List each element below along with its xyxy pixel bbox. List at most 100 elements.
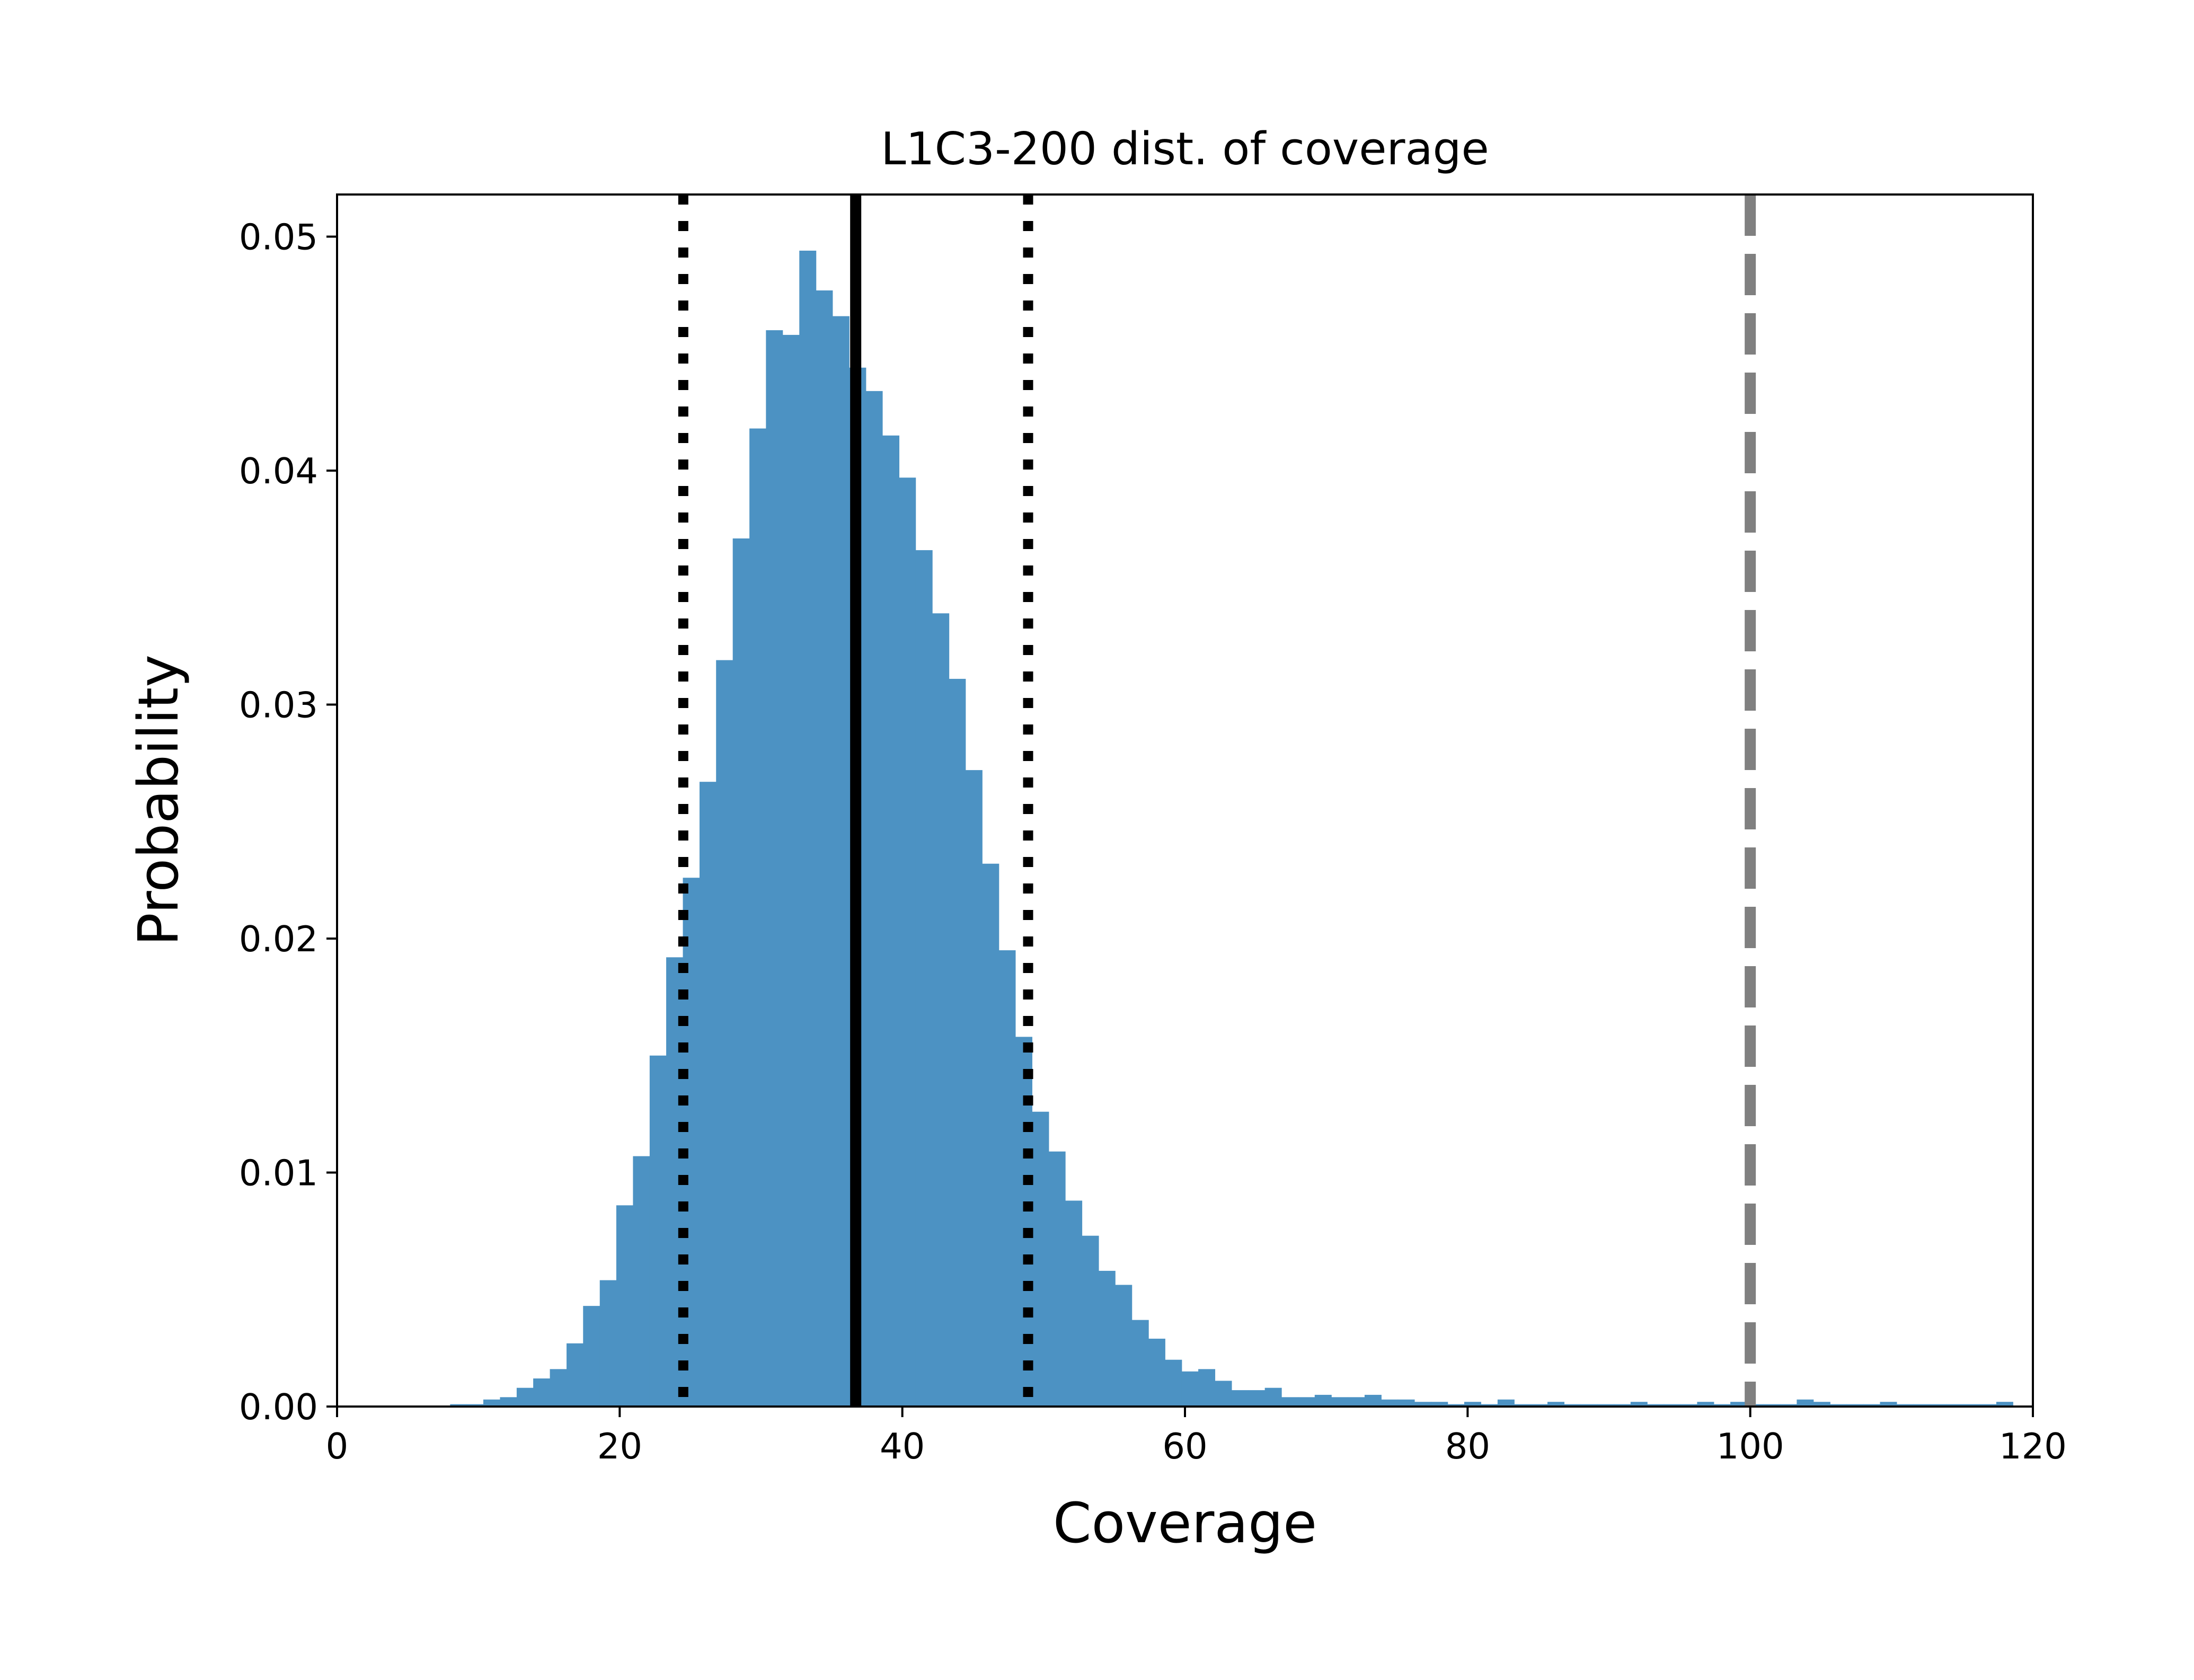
- histogram-bar: [567, 1343, 584, 1407]
- histogram-bar: [1198, 1369, 1216, 1407]
- x-tick-label: 0: [326, 1426, 349, 1467]
- histogram-bar: [799, 250, 817, 1407]
- histogram-bar: [466, 1404, 484, 1407]
- histogram-bar: [516, 1387, 534, 1407]
- histogram-bar: [1248, 1390, 1266, 1407]
- y-axis-ticks: 0.00 0.01 0.02 0.03 0.04 0.05: [239, 216, 337, 1428]
- histogram-bar: [1979, 1404, 1997, 1407]
- histogram-bar: [1647, 1404, 1665, 1407]
- histogram-bar: [1414, 1402, 1432, 1407]
- histogram-bar: [1813, 1402, 1830, 1407]
- histogram-bar: [1464, 1402, 1481, 1407]
- y-tick-label: 0.02: [239, 918, 318, 960]
- histogram-bar: [599, 1280, 617, 1407]
- y-tick-label: 0.00: [239, 1386, 318, 1428]
- histogram-bar: [683, 878, 700, 1407]
- histogram-bar: [882, 435, 900, 1407]
- histogram-bar: [1298, 1397, 1315, 1407]
- x-axis-ticks: 0 20 40 60 80 100 120: [326, 1407, 2067, 1467]
- histogram-bar: [899, 478, 916, 1407]
- histogram-bar: [1996, 1402, 2013, 1407]
- histogram-bar: [1015, 1037, 1032, 1407]
- histogram-bar: [649, 1055, 667, 1407]
- histogram-bar: [483, 1399, 500, 1407]
- histogram-bar: [1664, 1404, 1681, 1407]
- histogram-bar: [1314, 1394, 1332, 1407]
- histogram-bar: [1697, 1402, 1714, 1407]
- x-tick-label: 80: [1445, 1426, 1490, 1467]
- x-tick-label: 120: [1999, 1426, 2067, 1467]
- histogram-bar: [1930, 1404, 1947, 1407]
- histogram-bar: [1065, 1200, 1083, 1407]
- histogram-bar: [533, 1378, 551, 1407]
- x-tick-label: 20: [597, 1426, 642, 1467]
- histogram-bar: [915, 550, 933, 1407]
- histogram-bar: [1564, 1404, 1581, 1407]
- histogram-bar: [949, 678, 966, 1407]
- histogram-bar: [1614, 1404, 1631, 1407]
- histogram-bar: [732, 538, 750, 1407]
- histogram-bar: [1165, 1359, 1182, 1407]
- x-tick-label: 60: [1162, 1426, 1207, 1467]
- histogram-bar: [1364, 1394, 1382, 1407]
- histogram-bar: [1913, 1404, 1931, 1407]
- histogram-bar: [1531, 1404, 1548, 1407]
- histogram-bar: [1830, 1404, 1847, 1407]
- histogram-bar: [450, 1404, 467, 1407]
- histogram-bar: [1098, 1270, 1116, 1407]
- histogram-bar: [782, 334, 800, 1407]
- histogram-bar: [1115, 1285, 1133, 1407]
- histogram-bar: [500, 1397, 517, 1407]
- y-tick-label: 0.01: [239, 1152, 318, 1193]
- histogram-bar: [1082, 1235, 1099, 1407]
- histogram-bar: [1447, 1404, 1465, 1407]
- histogram-bar: [1032, 1111, 1049, 1407]
- histogram-bar: [700, 782, 716, 1407]
- histogram-bar: [832, 316, 850, 1407]
- reference-lines: [678, 194, 1756, 1407]
- histogram-bar: [1281, 1397, 1298, 1407]
- histogram-bar: [1730, 1402, 1748, 1407]
- histogram-bar: [550, 1369, 567, 1407]
- chart-title: L1C3-200 dist. of coverage: [881, 123, 1489, 175]
- x-axis-label: Coverage: [1053, 1491, 1317, 1555]
- histogram-bar: [1846, 1404, 1864, 1407]
- y-tick-label: 0.05: [239, 216, 318, 258]
- histogram-bar: [1231, 1390, 1249, 1407]
- histogram-bar: [1348, 1397, 1365, 1407]
- histogram-bar: [1331, 1397, 1348, 1407]
- x-tick-label: 40: [880, 1426, 925, 1467]
- histogram-bar: [633, 1156, 650, 1407]
- histogram-bar: [1680, 1404, 1697, 1407]
- histogram-bar: [1863, 1404, 1880, 1407]
- histogram-bar: [1797, 1399, 1814, 1407]
- histogram-bar: [1630, 1402, 1648, 1407]
- y-axis-label: Probability: [126, 655, 191, 946]
- histogram-bar: [1048, 1151, 1066, 1407]
- histogram-bar: [749, 428, 767, 1407]
- histogram-bar: [982, 863, 999, 1407]
- histogram-bar: [1547, 1402, 1564, 1407]
- histogram-bar: [1381, 1399, 1399, 1407]
- histogram-bar: [1215, 1381, 1232, 1407]
- histogram-bar: [1763, 1404, 1781, 1407]
- histogram-bar: [816, 290, 833, 1407]
- histogram-bar: [865, 391, 883, 1407]
- histogram-bar: [716, 660, 733, 1407]
- histogram-bar: [1397, 1399, 1415, 1407]
- histogram-bar: [1880, 1402, 1897, 1407]
- histogram-bar: [766, 330, 783, 1407]
- histogram-bar: [583, 1306, 600, 1407]
- histogram-bar: [1514, 1404, 1532, 1407]
- histogram-bar: [1963, 1404, 1980, 1407]
- histogram-bar: [1497, 1399, 1515, 1407]
- y-tick-label: 0.03: [239, 684, 318, 726]
- histogram-bar: [965, 770, 983, 1407]
- histogram-bar: [616, 1205, 633, 1407]
- histogram-bar: [1481, 1404, 1498, 1407]
- histogram-bar: [1181, 1371, 1199, 1407]
- x-tick-label: 100: [1717, 1426, 1784, 1467]
- histogram-bars: [450, 250, 2013, 1407]
- histogram-bar: [1580, 1404, 1598, 1407]
